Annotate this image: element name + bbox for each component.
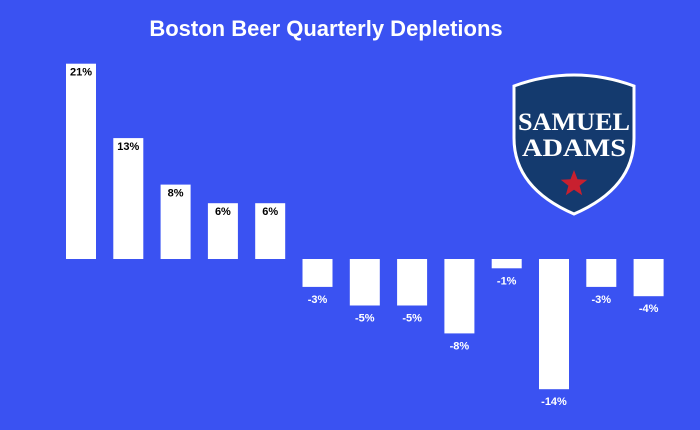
bar [349, 259, 380, 306]
bar [207, 203, 238, 259]
bar [255, 203, 286, 259]
chart-title: Boston Beer Quarterly Depletions [149, 16, 503, 41]
bar [66, 63, 96, 260]
bar-data-label: 21% [70, 67, 92, 79]
bar [586, 259, 617, 287]
bar-data-label: -3% [308, 294, 328, 306]
samuel-adams-logo: SAMUEL ADAMS [512, 73, 636, 216]
bar-data-label: -5% [355, 313, 375, 325]
bar [302, 259, 333, 287]
bar-data-label: 8% [168, 188, 184, 200]
bar [397, 259, 428, 306]
bar [539, 259, 569, 390]
logo-shield [512, 73, 636, 216]
bar-data-label: -1% [497, 275, 517, 287]
bar-data-label: 13% [117, 141, 139, 153]
bar [444, 259, 475, 334]
bar [160, 184, 191, 259]
logo-star-icon [560, 170, 588, 196]
bar [113, 138, 144, 259]
bar-data-label: 6% [262, 206, 278, 218]
bar-data-label: -8% [450, 340, 470, 352]
bar-data-label: -3% [592, 294, 612, 306]
bar-data-label: -14% [541, 396, 567, 408]
bar [491, 259, 522, 269]
bar [633, 259, 664, 297]
logo-text-line2: ADAMS [522, 135, 626, 162]
bar-data-label: -4% [639, 303, 659, 315]
bar-data-label: 6% [215, 206, 231, 218]
logo-text-line1: SAMUEL [518, 109, 630, 136]
bar-data-label: -5% [402, 313, 422, 325]
